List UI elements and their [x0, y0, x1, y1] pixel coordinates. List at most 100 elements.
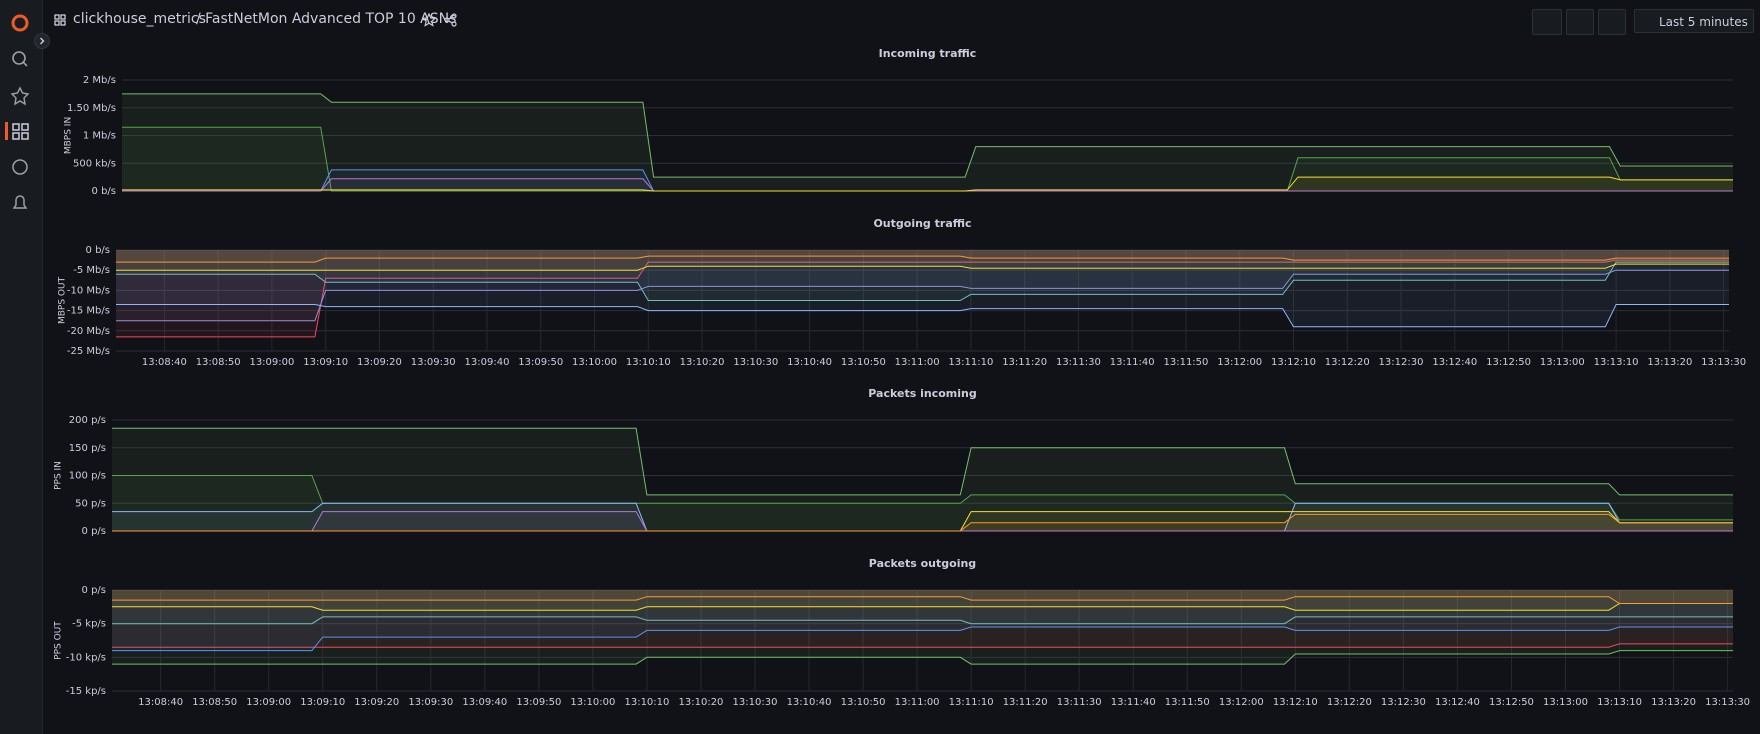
x-tick-label: 13:13:00 [1540, 357, 1585, 368]
series-line [112, 626, 1733, 652]
panel-title: Packets incoming [868, 387, 976, 400]
expand-button[interactable] [34, 33, 50, 49]
y-tick-label: 0 b/s [86, 245, 110, 256]
series-area [116, 250, 1729, 271]
dashboards-icon[interactable] [12, 123, 29, 140]
series-area [122, 177, 1733, 191]
series-area [122, 169, 1733, 191]
series-area [112, 511, 1733, 531]
explore-icon[interactable] [12, 159, 28, 175]
x-tick-label: 13:11:20 [1002, 357, 1047, 368]
x-tick-label: 13:11:40 [1110, 357, 1155, 368]
add-panel-button[interactable] [1532, 9, 1562, 35]
series-line [116, 263, 1729, 271]
series-line [112, 603, 1733, 611]
star-icon[interactable] [10, 86, 30, 106]
x-tick-label: 13:11:00 [895, 697, 940, 708]
x-tick-label: 13:10:00 [572, 357, 617, 368]
x-tick-label: 13:09:10 [303, 357, 348, 368]
x-tick-label: 13:12:30 [1379, 357, 1424, 368]
series-area [122, 93, 1733, 191]
dashboard-title: / FastNetMon Advanced TOP 10 ASNs [196, 11, 457, 27]
alert-icon[interactable] [12, 195, 28, 209]
y-tick-label: 0 b/s [92, 186, 116, 197]
series-area [112, 590, 1733, 665]
active-marker [5, 122, 8, 140]
x-tick-label: 13:10:40 [787, 357, 832, 368]
y-tick-label: 50 p/s [75, 498, 106, 509]
header: clickhouse_metrics / FastNetMon Advanced… [42, 0, 1760, 40]
series-area [116, 250, 1729, 301]
y-tick-label: 2 Mb/s [83, 75, 116, 86]
share-button[interactable] [444, 13, 458, 27]
search-icon[interactable] [12, 51, 26, 65]
x-tick-label: 13:12:30 [1381, 697, 1426, 708]
x-tick-label: 13:09:00 [246, 697, 291, 708]
x-tick-label: 13:11:40 [1111, 697, 1156, 708]
x-tick-label: 13:08:50 [192, 697, 237, 708]
x-tick-label: 13:13:30 [1701, 357, 1746, 368]
series-line [112, 596, 1733, 604]
series-line [116, 255, 1729, 263]
series-line [112, 427, 1733, 496]
x-tick-label: 13:11:30 [1056, 357, 1101, 368]
series-line [122, 176, 1733, 192]
x-tick-label: 13:13:00 [1543, 697, 1588, 708]
x-tick-label: 13:08:40 [138, 697, 183, 708]
y-tick-label: 100 p/s [69, 471, 106, 482]
y-tick-label: -15 Mb/s [67, 306, 110, 317]
y-tick-label: -20 Mb/s [67, 326, 110, 337]
x-tick-label: 13:12:20 [1325, 357, 1370, 368]
folder-link[interactable]: clickhouse_metrics [73, 11, 206, 27]
x-tick-label: 13:11:20 [1003, 697, 1048, 708]
x-tick-label: 13:09:30 [411, 357, 456, 368]
panel-title: Packets outgoing [869, 557, 976, 570]
x-tick-label: 13:11:00 [895, 357, 940, 368]
series-area [116, 250, 1729, 327]
y-tick-label: -5 Mb/s [73, 265, 110, 276]
series-line [112, 616, 1733, 625]
time-picker[interactable]: Last 5 minutes [1634, 9, 1754, 33]
x-tick-label: 13:10:30 [733, 357, 778, 368]
series-line [116, 269, 1729, 322]
x-tick-label: 13:09:10 [300, 697, 345, 708]
panel-title: Outgoing traffic [873, 217, 971, 230]
series-area [112, 511, 1733, 531]
y-tick-label: 0 p/s [82, 585, 106, 596]
x-tick-label: 13:12:10 [1271, 357, 1316, 368]
settings-button[interactable] [1598, 9, 1626, 35]
x-tick-label: 13:13:20 [1651, 697, 1696, 708]
y-tick-label: 500 kb/s [73, 158, 116, 169]
y-axis-label: PPS OUT [54, 621, 64, 660]
x-tick-label: 13:11:50 [1163, 357, 1208, 368]
x-tick-label: 13:09:40 [465, 357, 510, 368]
sidebar [0, 0, 43, 734]
x-tick-label: 13:09:50 [518, 357, 563, 368]
y-tick-label: 1 Mb/s [83, 131, 116, 142]
x-tick-label: 13:09:40 [462, 697, 507, 708]
x-tick-label: 13:10:10 [626, 357, 671, 368]
search-handle [22, 61, 28, 67]
y-tick-label: 0 p/s [82, 526, 106, 537]
save-button[interactable] [1566, 9, 1594, 35]
series-area [112, 590, 1733, 611]
x-tick-label: 13:11:30 [1057, 697, 1102, 708]
x-tick-label: 13:13:30 [1705, 697, 1750, 708]
x-tick-label: 13:10:40 [787, 697, 832, 708]
logo[interactable] [11, 14, 29, 32]
series-line [112, 650, 1733, 665]
x-tick-label: 13:09:00 [249, 357, 294, 368]
series-area [112, 503, 1733, 531]
x-tick-label: 13:13:20 [1647, 357, 1692, 368]
star-button[interactable] [422, 13, 436, 27]
y-axis-label: MBPS OUT [58, 276, 68, 324]
y-tick-label: -5 kp/s [72, 619, 106, 630]
series-area [122, 178, 1733, 191]
x-tick-label: 13:10:50 [841, 697, 886, 708]
series-area [122, 127, 1733, 191]
x-tick-label: 13:13:10 [1597, 697, 1642, 708]
x-tick-label: 13:12:00 [1217, 357, 1262, 368]
y-tick-label: -15 kp/s [66, 686, 106, 697]
